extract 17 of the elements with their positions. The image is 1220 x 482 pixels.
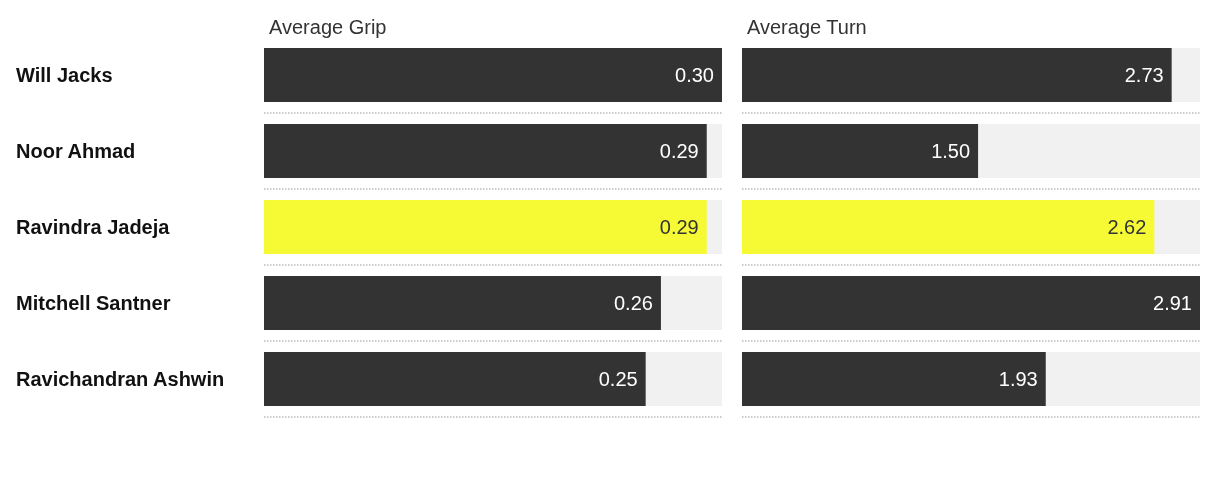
data-label: 0.29: [659, 216, 699, 238]
y-tick-label: Noor Ahmad: [16, 140, 136, 162]
data-label: 0.26: [614, 292, 653, 314]
y-tick-label: Mitchell Santner: [16, 292, 171, 314]
data-label: 0.30: [675, 64, 714, 86]
data-label: 2.73: [1124, 64, 1164, 86]
chart-title: Average Grip: [269, 16, 387, 38]
data-label: 1.93: [998, 368, 1038, 390]
data-label: 0.25: [598, 368, 638, 390]
data-label: 0.29: [659, 140, 699, 162]
data-label: 2.91: [1153, 292, 1192, 314]
y-tick-label: Will Jacks: [16, 64, 113, 86]
data-label: 1.50: [931, 140, 971, 162]
y-tick-label: Ravindra Jadeja: [16, 216, 171, 238]
y-tick-label: Ravichandran Ashwin: [16, 368, 225, 390]
data-label: 2.62: [1107, 216, 1147, 238]
chart-title: Average Turn: [747, 16, 867, 38]
